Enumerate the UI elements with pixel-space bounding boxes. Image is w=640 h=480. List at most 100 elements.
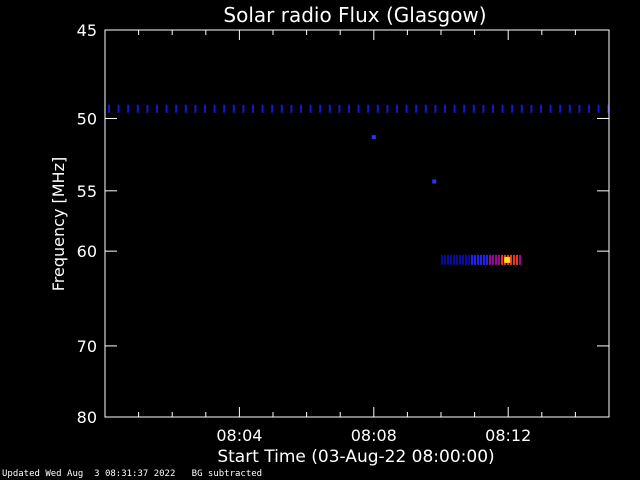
heat-cell xyxy=(513,254,515,265)
heat-cell xyxy=(549,104,552,113)
heat-cell xyxy=(434,104,437,113)
heat-cell xyxy=(165,104,168,113)
y-tick-label: 50 xyxy=(77,109,97,128)
heat-cell xyxy=(204,104,206,113)
heat-cell xyxy=(463,104,466,113)
y-tick-label: 70 xyxy=(77,337,97,356)
heat-cell xyxy=(309,104,312,113)
heat-cell xyxy=(520,104,523,113)
heat-cell xyxy=(568,104,571,113)
footer-status: Updated Wed Aug 3 08:31:37 2022 BG subtr… xyxy=(2,469,262,479)
heat-cell xyxy=(444,104,446,113)
heat-cell xyxy=(348,104,350,113)
heat-cell xyxy=(489,254,491,265)
y-axis-label: Frequency [MHz] xyxy=(49,157,68,291)
plot-frame xyxy=(104,29,610,418)
y-axis: 45 50 55 60 70 80 xyxy=(77,21,609,427)
heat-cell xyxy=(453,104,456,113)
heat-cell xyxy=(396,104,398,113)
heat-cell xyxy=(357,104,360,113)
heat-cell xyxy=(328,104,331,113)
heat-cell xyxy=(607,104,610,113)
x-tick-label: 08:04 xyxy=(216,426,262,445)
heat-cell xyxy=(495,254,497,265)
heat-cell xyxy=(280,104,283,113)
heat-cell xyxy=(510,254,512,265)
heat-cell xyxy=(471,254,473,265)
x-axis: 08:04 08:08 08:12 xyxy=(138,30,576,445)
heat-cell xyxy=(483,254,485,265)
heat-cell xyxy=(540,104,542,113)
heat-point xyxy=(371,135,376,140)
y-tick-label: 60 xyxy=(77,242,97,261)
heat-point xyxy=(432,179,437,184)
heat-cell xyxy=(338,104,341,113)
heat-cell xyxy=(441,254,443,265)
bg-note: BG subtracted xyxy=(191,469,263,479)
heat-cell xyxy=(146,104,149,113)
heat-cell xyxy=(271,104,274,113)
heat-cell xyxy=(300,104,302,113)
heat-cell xyxy=(588,104,590,113)
heat-cell xyxy=(223,104,226,113)
chart-title: Solar radio Flux (Glasgow) xyxy=(223,3,486,27)
heat-cell xyxy=(530,104,533,113)
heat-cell xyxy=(468,254,470,265)
heat-cell xyxy=(108,104,110,113)
heat-cell xyxy=(501,104,504,113)
heat-cell xyxy=(501,254,503,265)
heatmap-layer xyxy=(108,104,610,265)
heat-cell xyxy=(127,104,130,113)
heat-cell xyxy=(261,104,264,113)
x-axis-label: Start Time (03-Aug-22 08:00:00) xyxy=(217,447,494,467)
y-tick-label: 45 xyxy=(77,21,97,40)
heat-cell xyxy=(480,254,482,265)
heat-cell xyxy=(456,254,458,265)
heat-cell xyxy=(405,104,408,113)
heat-cell xyxy=(578,104,581,113)
updated-text: Updated Wed Aug 3 08:31:37 2022 xyxy=(2,469,176,479)
heat-cell xyxy=(242,104,245,113)
heat-cell xyxy=(486,254,488,265)
heat-cell xyxy=(474,254,476,265)
heat-cell xyxy=(492,254,494,265)
heat-cell xyxy=(462,254,464,265)
heat-cell xyxy=(477,254,479,265)
heat-cell xyxy=(450,254,452,265)
heat-cell xyxy=(156,104,158,113)
heat-cell xyxy=(175,104,178,113)
heat-cell xyxy=(459,254,461,265)
heat-cell xyxy=(184,104,187,113)
heat-cell xyxy=(424,104,427,113)
heat-cell xyxy=(415,104,418,113)
heat-cell xyxy=(117,104,120,113)
heat-cell xyxy=(447,254,449,265)
heat-cell xyxy=(213,104,216,113)
burst-peak xyxy=(504,256,511,263)
heat-cell xyxy=(453,254,455,265)
heat-cell xyxy=(194,104,197,113)
heat-cell xyxy=(136,104,139,113)
heat-cell xyxy=(232,104,235,113)
heat-cell xyxy=(386,104,389,113)
heat-cell xyxy=(465,254,467,265)
heat-cell xyxy=(519,254,521,265)
x-tick-label: 08:12 xyxy=(485,426,531,445)
heat-cell xyxy=(472,104,475,113)
heat-cell xyxy=(559,104,562,113)
y-tick-label: 80 xyxy=(77,408,97,427)
heat-cell xyxy=(444,254,446,265)
heat-cell xyxy=(492,104,494,113)
heat-cell xyxy=(482,104,485,113)
heat-cell xyxy=(252,104,254,113)
heat-cell xyxy=(516,254,518,265)
heat-cell xyxy=(498,254,500,265)
heat-cell xyxy=(290,104,293,113)
heat-cell xyxy=(597,104,600,113)
y-tick-label: 55 xyxy=(77,182,97,201)
heat-cell xyxy=(367,104,370,113)
x-tick-label: 08:08 xyxy=(351,426,397,445)
heat-cell xyxy=(319,104,322,113)
heat-cell xyxy=(511,104,514,113)
